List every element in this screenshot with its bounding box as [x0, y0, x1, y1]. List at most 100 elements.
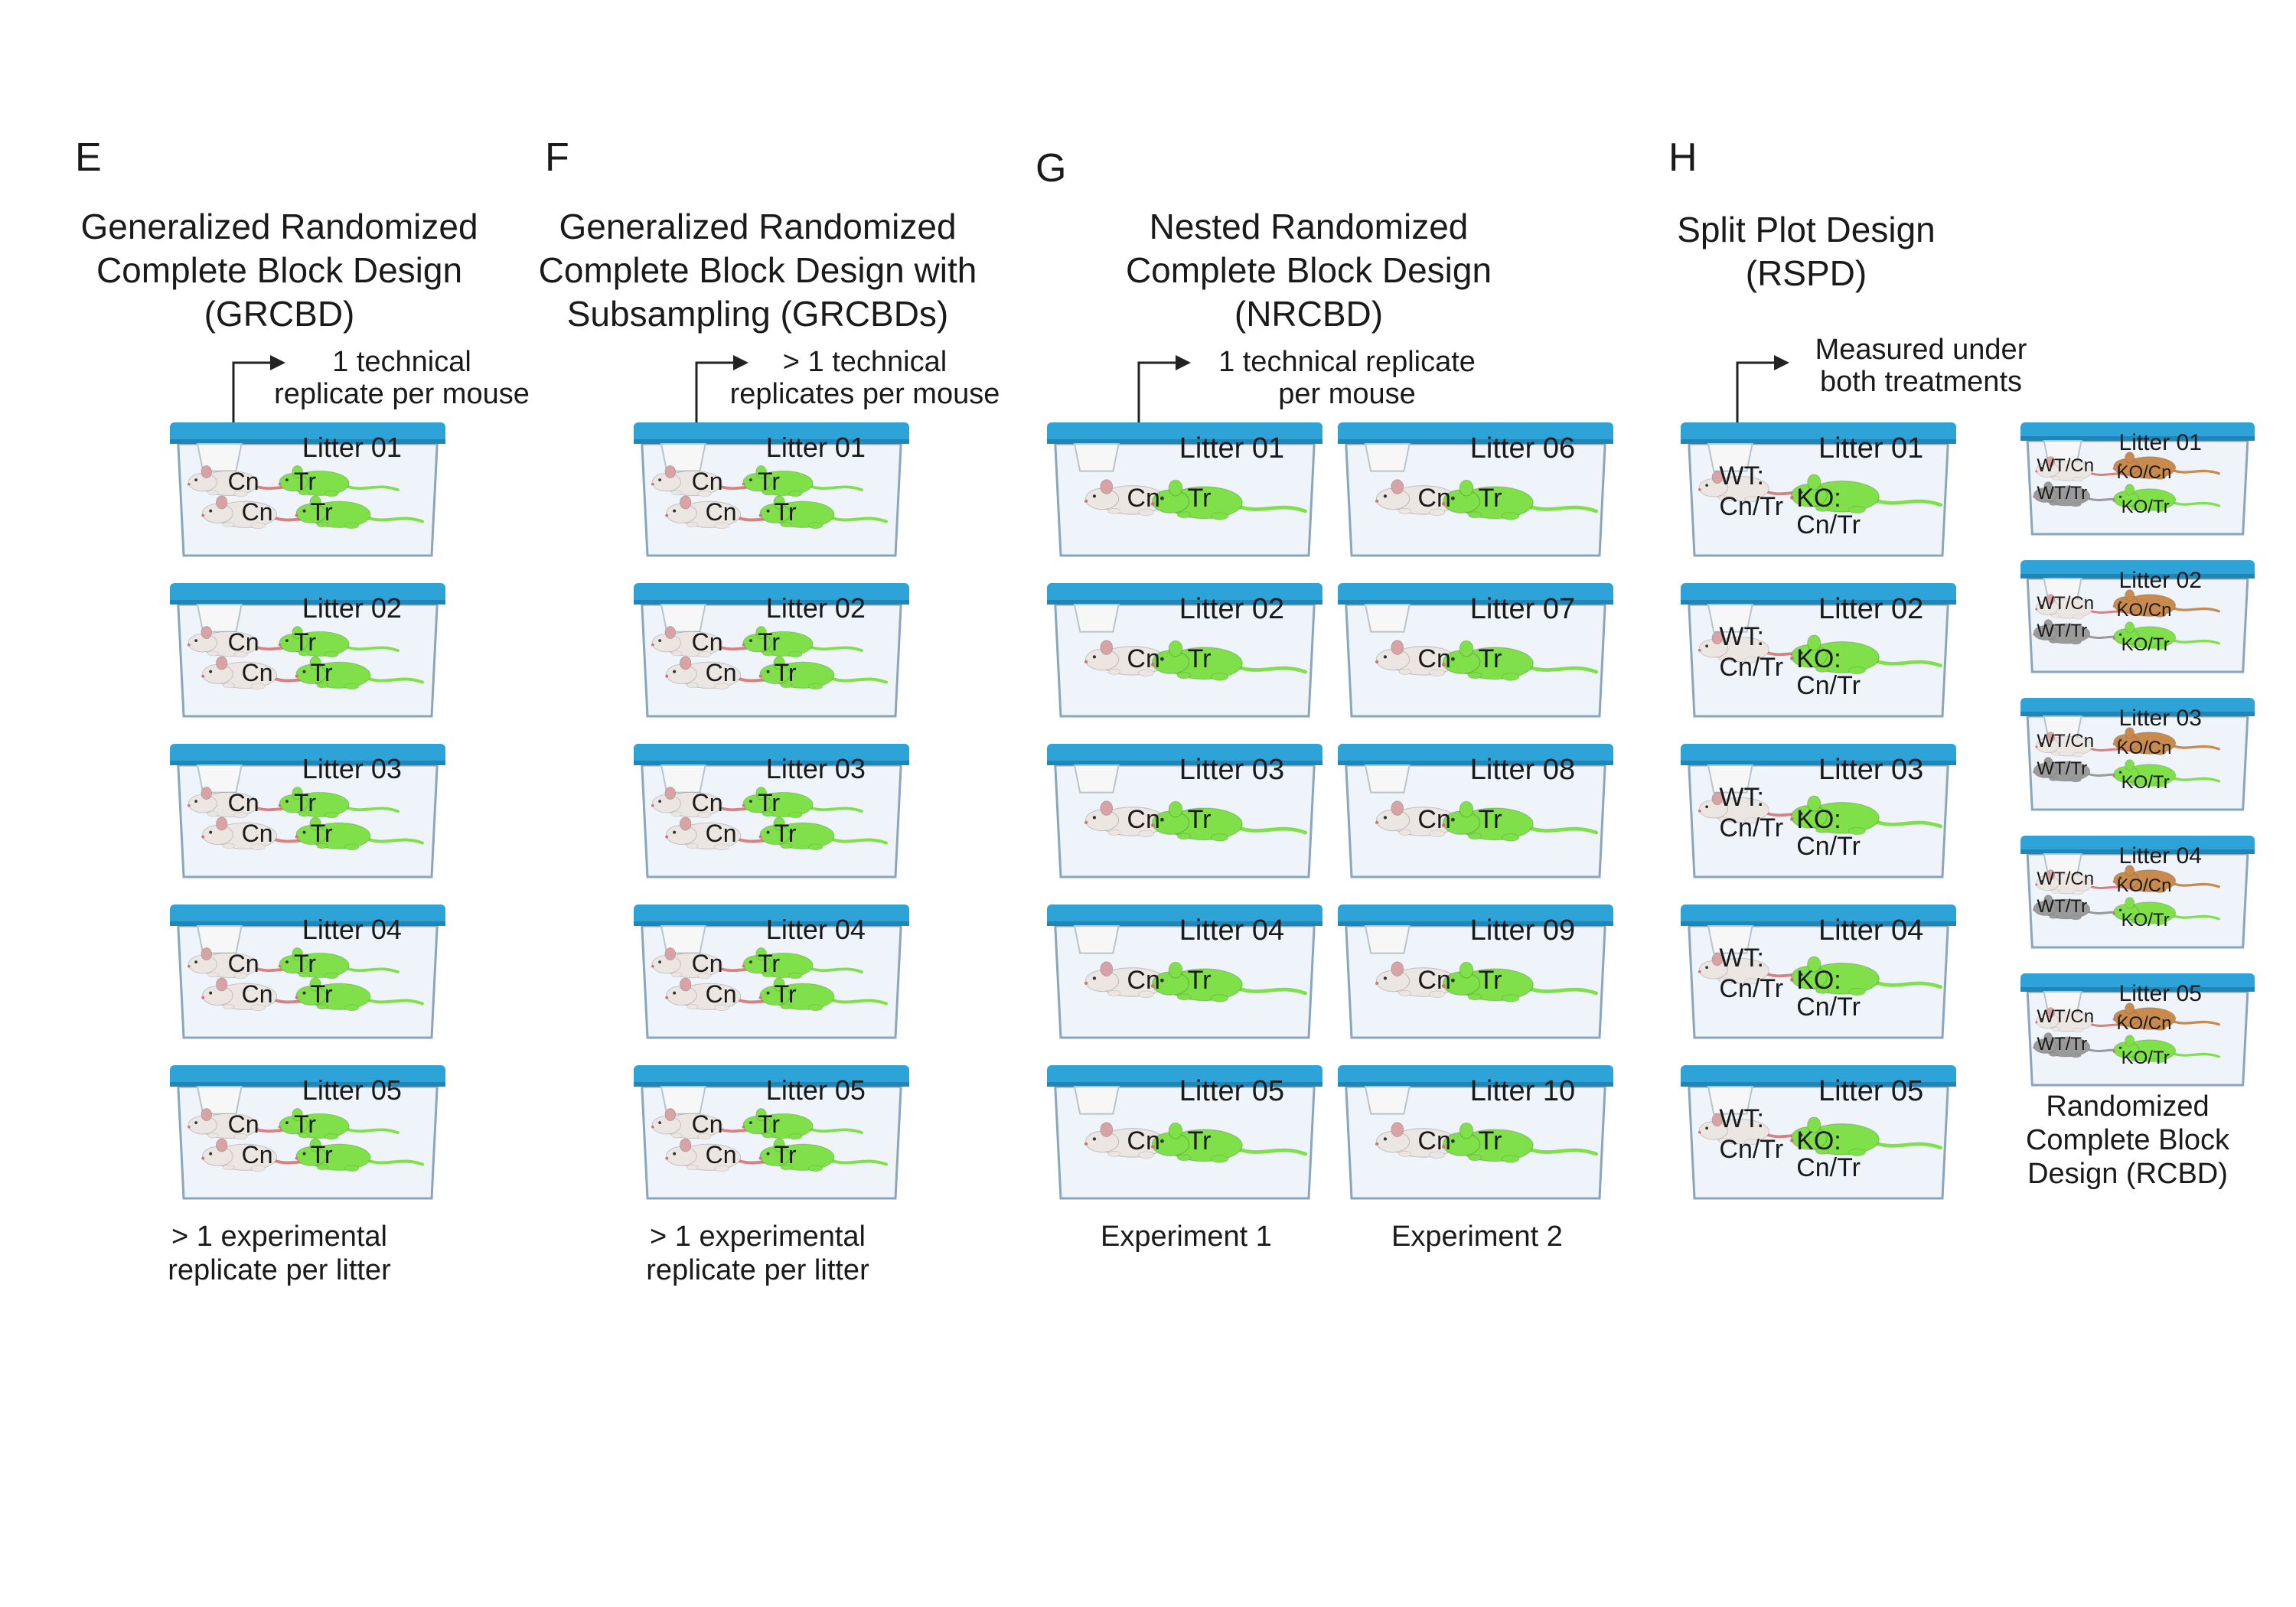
- litter-cage: Litter 01 Cn Tr: [1047, 422, 1322, 559]
- treatment-label: Tr: [294, 788, 317, 817]
- treatment-label: Tr: [758, 467, 781, 495]
- genotype-label: WT:: [1719, 1104, 1764, 1134]
- mouse-icon: [2035, 869, 2133, 895]
- technical-replicate-note: > 1 technical replicates per mouse: [712, 346, 1018, 410]
- mouse-icon: [1084, 479, 1225, 516]
- mouse-icon: [201, 817, 331, 851]
- mouse-icon: [1442, 479, 1599, 520]
- mouse-icon: [187, 626, 309, 658]
- mouse-icon: [2112, 621, 2220, 650]
- treatment-label: Cn/Tr: [1719, 491, 1784, 521]
- panel-title-line: (NRCBD): [1234, 294, 1384, 334]
- litter-cage: Litter 05 Cn Tr: [1047, 1065, 1322, 1201]
- treatment-label: Cn: [1127, 1126, 1160, 1156]
- treatment-label: Cn: [227, 627, 259, 656]
- mouse-icon: [2112, 759, 2220, 787]
- mouse-icon: [2033, 895, 2131, 921]
- litter-label: Litter 04: [765, 914, 866, 946]
- group-label: KO/Tr: [2121, 497, 2170, 517]
- litter-cage: Litter 02 Cn Tr: [1047, 583, 1322, 719]
- panel-title-line: Complete Block Design with: [538, 250, 977, 290]
- group-label: KO/Tr: [2121, 634, 2170, 655]
- treatment-label: Tr: [1187, 483, 1212, 513]
- mouse-icon: [1084, 800, 1225, 837]
- treatment-label: Tr: [774, 498, 797, 526]
- treatment-label: Tr: [1187, 1126, 1212, 1156]
- litter-label: Litter 01: [765, 432, 866, 464]
- cage-icon: [1047, 1065, 1322, 1200]
- litter-cage: Litter 01 WT/Cn KO/Cn WT/Tr KO/Tr: [2020, 422, 2255, 537]
- litter-label: Litter 02: [2118, 568, 2202, 593]
- cage-icon: [1338, 905, 1613, 1039]
- mouse-icon: [2035, 732, 2133, 758]
- treatment-label: Cn: [227, 949, 259, 977]
- note-line: both treatments: [1819, 366, 2023, 398]
- treatment-label: Cn: [705, 820, 737, 848]
- mouse-icon: [758, 817, 888, 851]
- cage-icon: [170, 744, 445, 878]
- genotype-label: WT:: [1719, 944, 1764, 973]
- group-label: KO/Tr: [2121, 772, 2170, 793]
- mouse-icon: [1151, 479, 1308, 520]
- litter-label: Litter 05: [1818, 1075, 1924, 1108]
- treatment-label: Tr: [758, 1110, 781, 1138]
- mouse-icon: [742, 626, 863, 658]
- mouse-icon: [2112, 897, 2220, 925]
- genotype-label: WT:: [1719, 461, 1764, 491]
- treatment-label: Cn: [691, 949, 723, 977]
- litter-label: Litter 02: [302, 592, 402, 624]
- treatment-label: Cn/Tr: [1796, 993, 1861, 1022]
- mouse-icon: [295, 817, 424, 851]
- treatment-label: Cn: [705, 980, 737, 1009]
- cage-icon: [1681, 1065, 1956, 1200]
- mouse-icon: [2035, 456, 2133, 482]
- group-label: WT/Cn: [2037, 455, 2095, 476]
- mouse-icon: [2112, 589, 2220, 618]
- treatment-label: Tr: [310, 820, 333, 848]
- mouse-icon: [1375, 479, 1516, 516]
- treatment-label: Cn/Tr: [1796, 1153, 1861, 1183]
- cage-icon: [634, 905, 909, 1039]
- treatment-label: Tr: [310, 980, 333, 1009]
- mouse-icon: [665, 495, 794, 530]
- litter-label: Litter 03: [765, 753, 866, 785]
- mouse-icon: [187, 787, 309, 819]
- mouse-icon: [758, 977, 888, 1012]
- treatment-label: Cn: [1127, 483, 1160, 513]
- treatment-label: Tr: [758, 788, 781, 817]
- mouse-icon: [201, 495, 331, 530]
- litter-cage: Litter 01 WT: Cn/Tr KO: Cn/Tr: [1681, 422, 1956, 559]
- cage-icon: [1047, 422, 1322, 557]
- litter-label: Litter 03: [1179, 754, 1285, 787]
- litter-label: Litter 04: [1179, 914, 1285, 947]
- mouse-icon: [1151, 800, 1308, 842]
- litter-label: Litter 04: [2118, 843, 2202, 869]
- litter-label: Litter 05: [2118, 981, 2202, 1006]
- mouse-icon: [665, 977, 794, 1012]
- litter-label: Litter 01: [302, 432, 402, 464]
- treatment-label: Cn: [227, 788, 259, 817]
- note-line: 1 technical replicate: [1218, 346, 1476, 378]
- litter-label: Litter 01: [2118, 430, 2202, 455]
- caption-line: Design (RCBD): [2027, 1158, 2228, 1190]
- cage-icon: [2020, 973, 2255, 1087]
- litter-cage: Litter 06 Cn Tr: [1338, 422, 1613, 559]
- litter-cage: Litter 04 WT/Cn KO/Cn WT/Tr KO/Tr: [2020, 836, 2255, 950]
- cage-icon: [170, 422, 445, 557]
- caption-line: replicate per litter: [646, 1254, 869, 1286]
- mouse-icon: [1698, 631, 1820, 663]
- panel-title-line: Complete Block Design: [96, 250, 463, 290]
- litter-cage: Litter 04 Cn Tr: [1047, 905, 1322, 1041]
- litter-cage: Litter 03 WT/Cn KO/Cn WT/Tr KO/Tr: [2020, 698, 2255, 813]
- treatment-label: Cn: [1127, 804, 1160, 834]
- litter-cage: Litter 05 Cn Tr Cn Tr: [634, 1065, 909, 1201]
- treatment-label: Cn: [1417, 644, 1451, 673]
- mouse-icon: [2033, 481, 2131, 507]
- technical-replicate-note: 1 technical replicate per mouse: [253, 346, 551, 410]
- genotype-label: WT:: [1719, 622, 1764, 652]
- treatment-label: Tr: [310, 498, 333, 526]
- mouse-icon: [2112, 451, 2220, 480]
- panel-letter-e: E: [75, 135, 102, 180]
- treatment-label: Cn: [691, 788, 723, 817]
- caption-line: > 1 experimental: [171, 1221, 387, 1253]
